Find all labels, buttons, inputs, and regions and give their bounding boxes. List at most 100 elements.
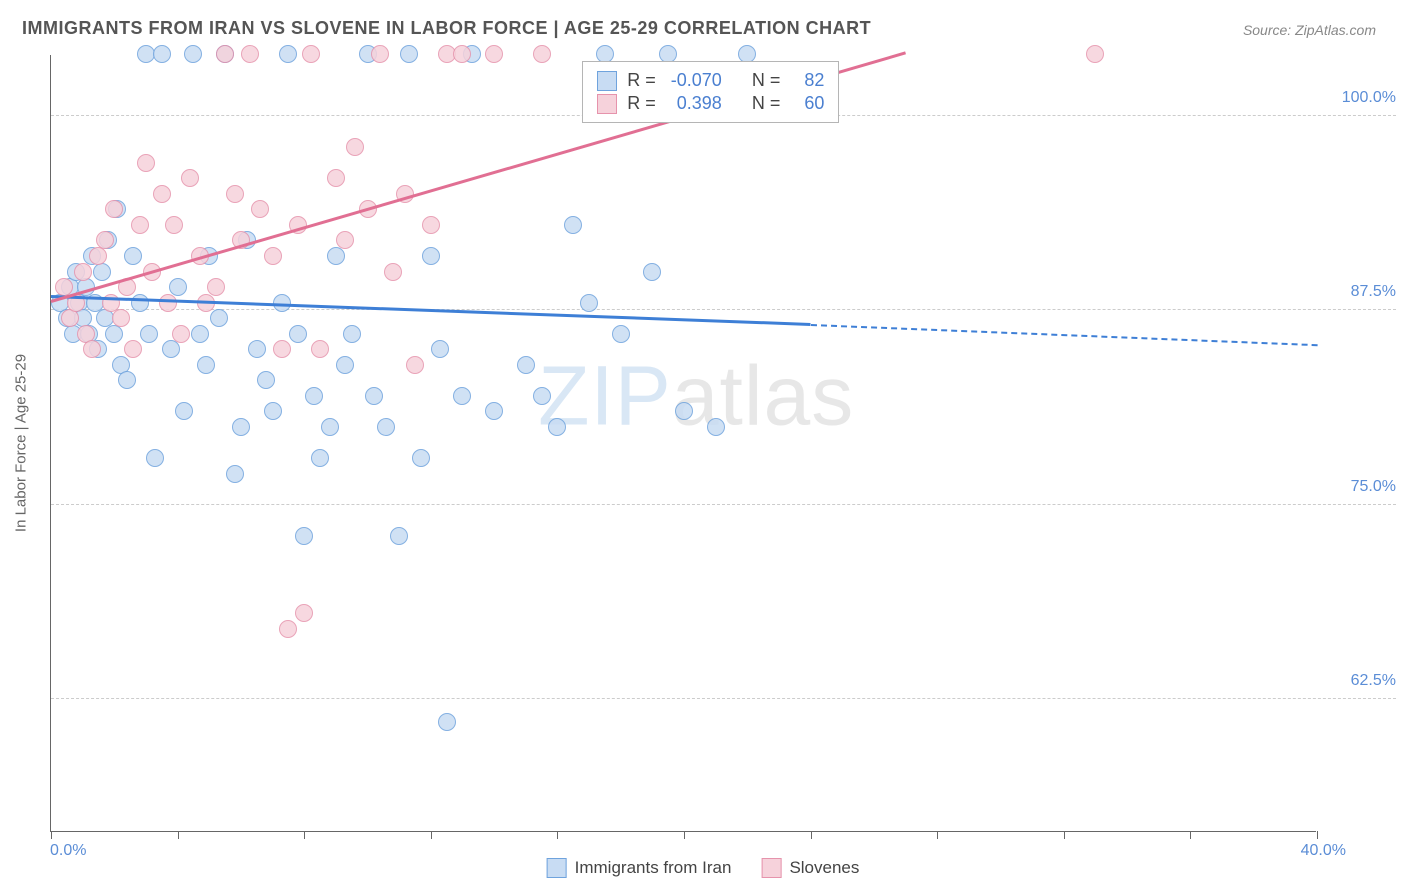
stats-r-value: 0.398 bbox=[666, 93, 722, 114]
scatter-point-iran bbox=[305, 387, 323, 405]
scatter-point-iran bbox=[707, 418, 725, 436]
scatter-point-iran bbox=[289, 325, 307, 343]
scatter-point-iran bbox=[257, 371, 275, 389]
stats-n-value: 60 bbox=[790, 93, 824, 114]
scatter-point-iran bbox=[365, 387, 383, 405]
scatter-point-iran bbox=[124, 247, 142, 265]
scatter-point-iran bbox=[295, 527, 313, 545]
chart-title: IMMIGRANTS FROM IRAN VS SLOVENE IN LABOR… bbox=[22, 18, 871, 39]
y-tick-label: 62.5% bbox=[1326, 672, 1396, 690]
scatter-point-slovenes bbox=[172, 325, 190, 343]
scatter-point-iran bbox=[146, 449, 164, 467]
scatter-point-slovenes bbox=[295, 604, 313, 622]
scatter-point-slovenes bbox=[74, 263, 92, 281]
scatter-point-iran bbox=[453, 387, 471, 405]
stats-n-label: N = bbox=[752, 70, 781, 91]
scatter-point-iran bbox=[140, 325, 158, 343]
scatter-point-slovenes bbox=[89, 247, 107, 265]
plot-canvas: 62.5%75.0%87.5%100.0% bbox=[51, 55, 1316, 831]
source-attribution: Source: ZipAtlas.com bbox=[1243, 22, 1376, 38]
scatter-point-iran bbox=[191, 325, 209, 343]
stats-r-value: -0.070 bbox=[666, 70, 722, 91]
scatter-point-slovenes bbox=[371, 45, 389, 63]
x-axis-min-label: 0.0% bbox=[50, 842, 86, 860]
scatter-point-iran bbox=[400, 45, 418, 63]
scatter-point-iran bbox=[431, 340, 449, 358]
scatter-point-iran bbox=[412, 449, 430, 467]
stats-n-label: N = bbox=[752, 93, 781, 114]
grid-line bbox=[51, 504, 1396, 505]
scatter-point-slovenes bbox=[485, 45, 503, 63]
scatter-point-slovenes bbox=[336, 231, 354, 249]
scatter-point-slovenes bbox=[165, 216, 183, 234]
scatter-point-slovenes bbox=[453, 45, 471, 63]
legend-label: Slovenes bbox=[789, 858, 859, 878]
scatter-point-iran bbox=[105, 325, 123, 343]
y-tick-label: 100.0% bbox=[1326, 89, 1396, 107]
scatter-point-slovenes bbox=[1086, 45, 1104, 63]
legend-swatch bbox=[547, 858, 567, 878]
scatter-point-slovenes bbox=[124, 340, 142, 358]
scatter-point-slovenes bbox=[181, 169, 199, 187]
x-tick bbox=[1064, 831, 1065, 839]
scatter-point-slovenes bbox=[533, 45, 551, 63]
x-tick bbox=[304, 831, 305, 839]
scatter-point-slovenes bbox=[327, 169, 345, 187]
legend-swatch bbox=[761, 858, 781, 878]
y-tick-label: 87.5% bbox=[1326, 283, 1396, 301]
stats-row-slovenes: R = 0.398 N = 60 bbox=[597, 93, 824, 114]
grid-line bbox=[51, 698, 1396, 699]
scatter-point-iran bbox=[343, 325, 361, 343]
scatter-point-iran bbox=[580, 294, 598, 312]
scatter-point-iran bbox=[153, 45, 171, 63]
x-tick bbox=[937, 831, 938, 839]
scatter-point-iran bbox=[485, 402, 503, 420]
stats-row-iran: R =-0.070 N =82 bbox=[597, 70, 824, 91]
scatter-point-iran bbox=[131, 294, 149, 312]
scatter-point-iran bbox=[336, 356, 354, 374]
scatter-point-iran bbox=[248, 340, 266, 358]
scatter-point-iran bbox=[264, 402, 282, 420]
scatter-point-slovenes bbox=[216, 45, 234, 63]
scatter-point-slovenes bbox=[153, 185, 171, 203]
x-axis-max-label: 40.0% bbox=[1301, 842, 1346, 860]
legend-label: Immigrants from Iran bbox=[575, 858, 732, 878]
scatter-point-slovenes bbox=[311, 340, 329, 358]
scatter-point-iran bbox=[643, 263, 661, 281]
scatter-point-slovenes bbox=[251, 200, 269, 218]
scatter-point-iran bbox=[226, 465, 244, 483]
scatter-point-iran bbox=[564, 216, 582, 234]
scatter-point-slovenes bbox=[273, 340, 291, 358]
scatter-point-slovenes bbox=[137, 154, 155, 172]
scatter-point-iran bbox=[377, 418, 395, 436]
scatter-point-slovenes bbox=[96, 231, 114, 249]
x-tick bbox=[178, 831, 179, 839]
scatter-point-iran bbox=[438, 713, 456, 731]
y-axis-label: In Labor Force | Age 25-29 bbox=[13, 354, 30, 532]
scatter-point-slovenes bbox=[105, 200, 123, 218]
scatter-point-slovenes bbox=[406, 356, 424, 374]
stats-r-label: R = bbox=[627, 93, 656, 114]
stats-swatch bbox=[597, 94, 617, 114]
scatter-point-iran bbox=[517, 356, 535, 374]
scatter-point-iran bbox=[311, 449, 329, 467]
scatter-point-slovenes bbox=[159, 294, 177, 312]
scatter-point-slovenes bbox=[279, 620, 297, 638]
x-tick bbox=[557, 831, 558, 839]
scatter-point-iran bbox=[210, 309, 228, 327]
scatter-point-iran bbox=[548, 418, 566, 436]
scatter-point-iran bbox=[197, 356, 215, 374]
trend-line bbox=[811, 324, 1317, 346]
x-tick bbox=[431, 831, 432, 839]
scatter-point-iran bbox=[232, 418, 250, 436]
scatter-point-iran bbox=[184, 45, 202, 63]
legend-item: Immigrants from Iran bbox=[547, 858, 732, 878]
x-tick bbox=[51, 831, 52, 839]
stats-n-value: 82 bbox=[790, 70, 824, 91]
scatter-point-iran bbox=[533, 387, 551, 405]
scatter-point-slovenes bbox=[61, 309, 79, 327]
scatter-point-slovenes bbox=[83, 340, 101, 358]
scatter-point-iran bbox=[162, 340, 180, 358]
scatter-point-iran bbox=[175, 402, 193, 420]
x-tick bbox=[1190, 831, 1191, 839]
